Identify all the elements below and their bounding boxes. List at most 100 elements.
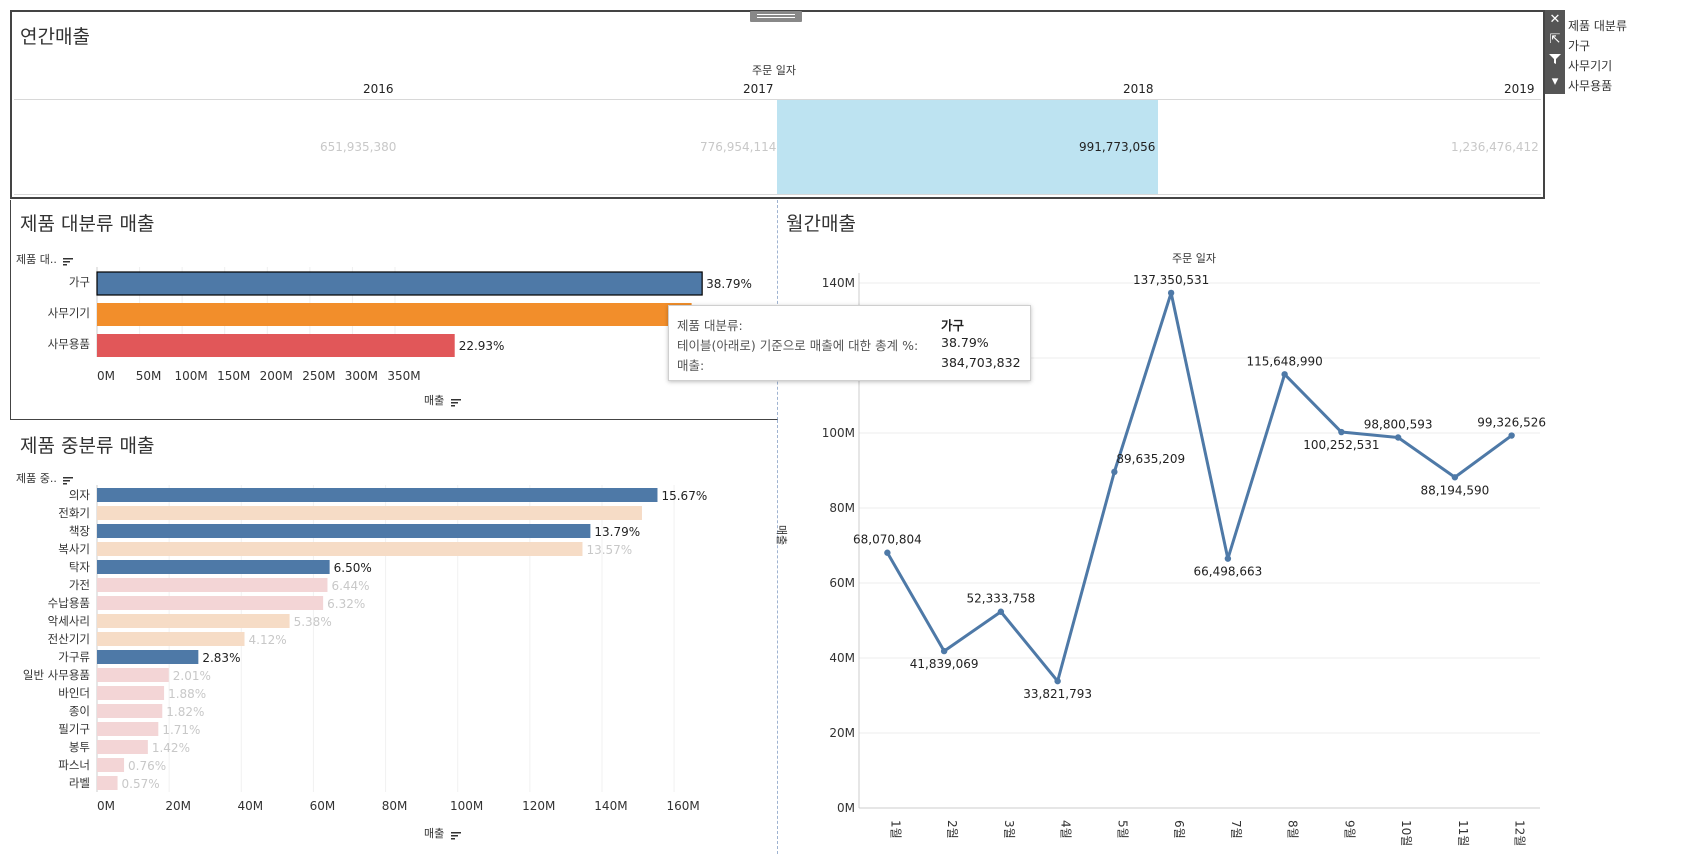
subcategory-bar — [97, 596, 324, 610]
subcategory-header-label: 제품 중.. — [16, 472, 57, 485]
subcategory-bar — [97, 578, 328, 592]
data-point — [1281, 371, 1288, 378]
subcategory-bar — [97, 560, 330, 574]
category-bar — [97, 303, 692, 326]
subcategory-label: 악세사리 — [48, 614, 90, 628]
legend-item-office-equipment[interactable]: 사무기기 — [1568, 59, 1613, 73]
data-label: 1.71% — [162, 723, 200, 737]
annual-header-line — [14, 99, 1541, 100]
category-label: 사무기기 — [48, 306, 90, 320]
tick-label: 150M — [217, 369, 250, 383]
sort-icon[interactable] — [63, 475, 74, 485]
filter-icon[interactable] — [1545, 52, 1565, 72]
subcategory-bar — [97, 650, 199, 664]
data-point — [1394, 434, 1402, 441]
subcategory-bar — [97, 776, 118, 790]
category-bar-chart: 0M 50M 100M 150M 200M 250M 300M 350M 가구 38.79% 사무기… — [48, 267, 752, 383]
subcategory-chart-title: 제품 중분류 매출 — [20, 435, 155, 457]
x-tick-label: 6월 — [1172, 820, 1186, 839]
data-label: 13.79% — [594, 525, 640, 539]
data-label: 33,821,793 — [1023, 687, 1092, 701]
tick-label: 0M — [97, 369, 115, 383]
sort-icon[interactable] — [450, 397, 461, 407]
sort-icon[interactable] — [450, 830, 461, 840]
data-label: 0.76% — [128, 759, 166, 773]
x-tick-label: 7월 — [1229, 820, 1243, 839]
data-label: 41,839,069 — [910, 657, 979, 671]
subcategory-label: 봉투 — [69, 740, 90, 754]
annual-value[interactable]: 776,954,114 — [700, 140, 777, 154]
subcategory-bar — [97, 488, 658, 502]
data-label: 68,070,804 — [853, 533, 922, 547]
year-label[interactable]: 2016 — [363, 82, 394, 96]
popout-icon[interactable]: ⇱ — [1549, 32, 1561, 47]
drag-handle[interactable] — [750, 11, 802, 22]
tick-label: 160M — [666, 799, 699, 813]
year-label[interactable]: 2019 — [1504, 82, 1535, 96]
tick-label: 120M — [522, 799, 555, 813]
subcategory-label: 종이 — [69, 704, 90, 718]
annual-bottom-line — [14, 194, 1541, 195]
tick-label: 0M — [97, 799, 115, 813]
tick-label: 60M — [310, 799, 336, 813]
tick-label: 300M — [345, 369, 378, 383]
tick-label: 80M — [382, 799, 408, 813]
data-point — [997, 608, 1005, 615]
tick-label: 20M — [165, 799, 191, 813]
tooltip-value: 384,703,832 — [941, 355, 1021, 370]
data-point — [1167, 289, 1175, 297]
sort-icon[interactable] — [63, 256, 74, 266]
tick-label: 250M — [302, 369, 335, 383]
x-tick-label: 12월 — [1513, 820, 1527, 846]
category-bar — [97, 334, 455, 357]
subcategory-bar — [97, 632, 245, 646]
y-tick-label: 100M — [822, 426, 855, 440]
subcategory-label: 전화기 — [58, 506, 90, 520]
y-tick-label: 0M — [837, 801, 855, 815]
subcategory-label: 파스너 — [58, 758, 90, 772]
x-tick-label: 11월 — [1456, 820, 1470, 846]
tick-label: 100M — [450, 799, 483, 813]
monthly-chart-title: 월간매출 — [786, 213, 856, 235]
annual-value[interactable]: 991,773,056 — [1079, 140, 1156, 154]
tick-label: 100M — [175, 369, 208, 383]
annual-value[interactable]: 1,236,476,412 — [1451, 140, 1539, 154]
y-tick-label: 40M — [829, 651, 855, 665]
tick-label: 200M — [260, 369, 293, 383]
subcategory-bar — [97, 524, 591, 538]
monthly-axis-label: 주문 일자 — [1172, 252, 1216, 265]
data-label: 1.82% — [166, 705, 204, 719]
category-bar — [96, 271, 703, 296]
annual-value[interactable]: 651,935,380 — [320, 140, 397, 154]
subcategory-bar-chart: 0M 20M 40M 60M 80M 100M 120M 140M 160M 의자 15.67% 전화… — [23, 485, 707, 813]
data-label: 4.12% — [249, 633, 287, 647]
data-label: 115,648,990 — [1246, 354, 1322, 368]
annual-selected-cell[interactable] — [777, 100, 1158, 195]
data-label: 2.01% — [173, 669, 211, 683]
data-label: 1.42% — [152, 741, 190, 755]
data-point — [1508, 432, 1515, 439]
data-label: 13.57% — [586, 543, 632, 557]
data-label: 1.88% — [168, 687, 206, 701]
data-label: 137,350,531 — [1133, 273, 1209, 287]
subcategory-label: 필기구 — [58, 722, 90, 736]
data-label: 6.44% — [331, 579, 369, 593]
year-label[interactable]: 2017 — [743, 82, 774, 96]
tick-label: 40M — [237, 799, 263, 813]
data-label: 52,333,758 — [967, 592, 1036, 606]
subcategory-label: 전산기기 — [48, 632, 90, 646]
legend-item-office-supplies[interactable]: 사무용품 — [1568, 79, 1613, 93]
legend-item-furniture[interactable]: 가구 — [1568, 39, 1591, 53]
subcategory-x-title-label: 매출 — [424, 827, 445, 840]
menu-down-icon[interactable]: ▾ — [1551, 74, 1559, 89]
subcategory-bar — [97, 686, 165, 700]
close-icon[interactable]: ✕ — [1549, 12, 1561, 27]
data-label: 6.50% — [334, 561, 372, 575]
subcategory-bar — [97, 668, 169, 682]
x-tick-label: 3월 — [1002, 820, 1016, 839]
annual-sales-title: 연간매출 — [20, 26, 90, 48]
year-label[interactable]: 2018 — [1123, 82, 1154, 96]
subcategory-label: 의자 — [69, 488, 91, 502]
subcategory-label: 책장 — [69, 524, 91, 538]
panel-divider — [777, 420, 778, 854]
